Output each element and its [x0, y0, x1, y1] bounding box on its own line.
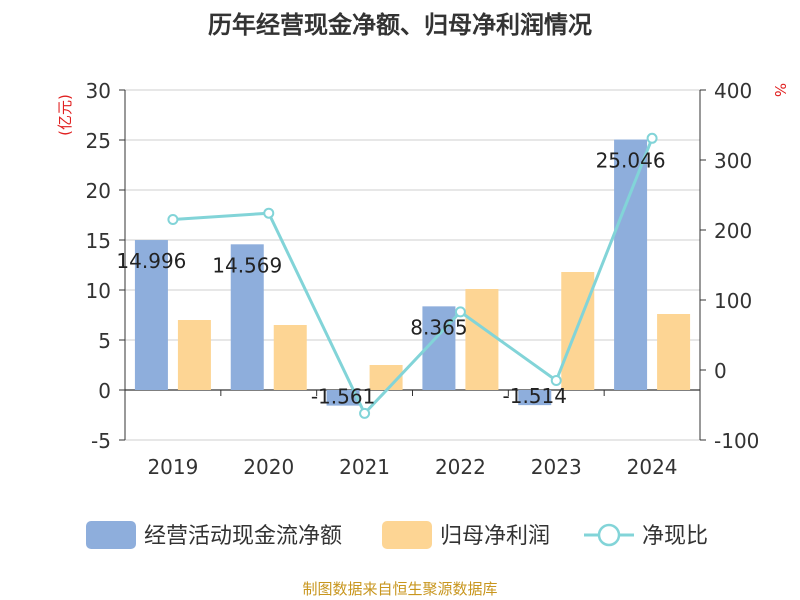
data-labels: 14.996 14.569 -1.561 8.365 -1.514 25.046 — [116, 149, 665, 409]
left-tick-label: -5 — [91, 429, 111, 453]
bar-cashflow — [518, 390, 552, 406]
left-tick-label: 30 — [86, 79, 111, 103]
x-tick-label: 2024 — [627, 455, 678, 479]
left-tick-label: 20 — [86, 179, 111, 203]
right-axis-title: % — [771, 83, 789, 97]
bar-cashflow — [230, 244, 264, 390]
bar-value-label: -1.514 — [503, 384, 567, 408]
bar-value-label: -1.561 — [311, 385, 375, 409]
right-tick-label: -100 — [714, 429, 759, 453]
ratio-point — [263, 207, 275, 219]
bar-netprofit — [273, 325, 307, 390]
bars-layer — [134, 139, 691, 406]
right-tick-label: 300 — [714, 149, 752, 173]
ratio-point — [646, 132, 658, 144]
bar-cashflow — [134, 240, 168, 390]
bar-value-label: 14.996 — [116, 249, 186, 273]
left-tick-label: 5 — [98, 329, 111, 353]
bar-netprofit — [177, 320, 211, 390]
legend-swatch — [382, 521, 432, 549]
chart-title: 历年经营现金净额、归母净利润情况 — [208, 11, 592, 39]
x-tick-label: 2019 — [147, 455, 198, 479]
left-tick-label: 25 — [86, 129, 111, 153]
x-tick-label: 2023 — [531, 455, 582, 479]
line-layer — [167, 132, 658, 419]
ratio-point — [454, 306, 466, 318]
legend-label: 经营活动现金流净额 — [144, 524, 342, 549]
left-tick-label: 10 — [86, 279, 111, 303]
ratio-point — [359, 407, 371, 419]
bar-value-label: 8.365 — [410, 315, 467, 339]
x-tick-label: 2020 — [243, 455, 294, 479]
right-tick-label: 100 — [714, 289, 752, 313]
bar-netprofit — [657, 314, 691, 390]
bar-netprofit — [561, 272, 595, 390]
bar-value-label: 14.569 — [212, 253, 282, 277]
right-tick-label: 200 — [714, 219, 752, 243]
x-tick-label: 2022 — [435, 455, 486, 479]
bar-netprofit — [465, 289, 499, 390]
right-tick-label: 400 — [714, 79, 752, 103]
bar-value-label: 25.046 — [596, 149, 666, 173]
ratio-point — [167, 214, 179, 225]
legend-label: 净现比 — [642, 524, 708, 549]
legend-item[interactable]: 归母净利润 — [382, 521, 550, 549]
bar-cashflow — [614, 139, 648, 390]
bar-cashflow — [326, 390, 360, 406]
legend-swatch — [86, 521, 136, 549]
left-axis-title: (亿元) — [56, 94, 74, 136]
ratio-line — [172, 137, 654, 417]
x-tick-label: 2021 — [339, 455, 390, 479]
legend-item[interactable]: 净现比 — [584, 523, 708, 549]
axes: 30 25 20 15 10 5 0 -5 400 300 200 100 0 -100 2019 2020 2… — [56, 79, 789, 479]
left-tick-label: 0 — [98, 379, 111, 403]
right-tick-label: 0 — [714, 359, 727, 383]
left-tick-label: 15 — [86, 229, 111, 253]
ratio-point — [550, 375, 562, 386]
legend-item[interactable]: 经营活动现金流净额 — [86, 521, 342, 549]
source-footer: 制图数据来自恒生聚源数据库 — [302, 580, 497, 598]
legend-marker — [597, 523, 621, 547]
gridlines — [125, 89, 700, 441]
legend[interactable]: 经营活动现金流净额 归母净利润 净现比 — [86, 521, 708, 549]
legend-label: 归母净利润 — [440, 524, 550, 549]
